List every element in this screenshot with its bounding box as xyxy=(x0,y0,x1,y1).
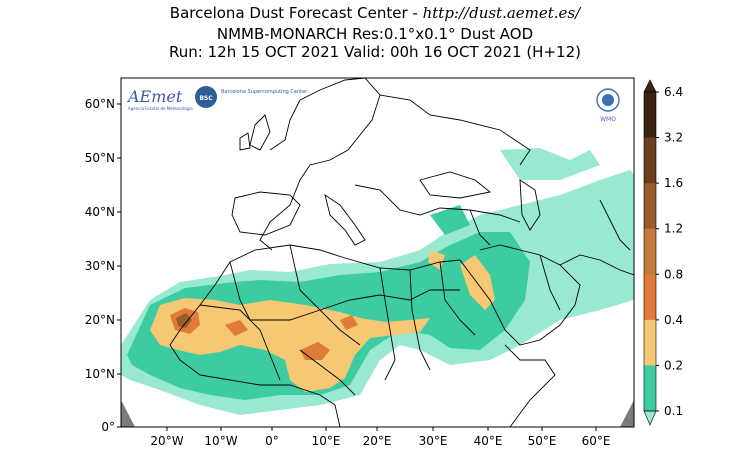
colorbar-segment xyxy=(644,228,656,275)
colorbar-segment xyxy=(644,274,656,321)
bsc-logo: BSC Barcelona Supercomputing Center xyxy=(195,86,308,108)
lon-label: 20°W xyxy=(150,434,183,448)
colorbar-segment xyxy=(644,183,656,230)
colorbar-label: 0.8 xyxy=(664,267,683,281)
wmo-logo: WMO xyxy=(596,88,620,123)
title-line-3: Run: 12h 15 OCT 2021 Valid: 00h 16 OCT 2… xyxy=(169,43,581,61)
colorbar-max-arrow xyxy=(643,79,657,93)
colorbar-segment xyxy=(644,137,656,184)
colorbar-label: 3.2 xyxy=(664,131,683,145)
title-line-1: Barcelona Dust Forecast Center - http://… xyxy=(0,3,750,23)
aemet-logo: AEmet Agencia Estatal de Meteorología xyxy=(126,87,193,111)
lat-label: 50°N xyxy=(85,151,115,165)
title-url[interactable]: http://dust.aemet.es/ xyxy=(422,4,581,22)
lon-label: 0° xyxy=(265,434,279,448)
aemet-logo-text: AEmet xyxy=(126,87,183,106)
lon-label: 40°E xyxy=(474,434,503,448)
longitude-labels: 20°W 10°W 0° 10°E 20°E 30°E 40°E 50°E 60°E xyxy=(150,427,610,448)
lat-label: 60°N xyxy=(85,97,115,111)
colorbar-label: 0.1 xyxy=(664,404,683,418)
latitude-labels: 60°N 50°N 40°N 30°N 20°N 10°N 0° xyxy=(85,97,121,434)
lon-label: 20°E xyxy=(363,434,392,448)
coastlines xyxy=(169,78,634,427)
map-area: AEmet Agencia Estatal de Meteorología BS… xyxy=(121,78,634,427)
title-line-2: NMMB-MONARCH Res:0.1°x0.1° Dust AOD xyxy=(216,25,534,43)
aemet-logo-sub: Agencia Estatal de Meteorología xyxy=(128,106,193,111)
colorbar-min-arrow xyxy=(643,410,657,426)
lat-label: 10°N xyxy=(85,367,115,381)
bsc-logo-mark: BSC xyxy=(199,95,213,102)
colorbar-label: 0.4 xyxy=(664,313,683,327)
title-text: Barcelona Dust Forecast Center - xyxy=(169,4,423,22)
dust-core xyxy=(176,313,192,328)
colorbar-segment xyxy=(644,319,656,366)
colorbar-label: 6.4 xyxy=(664,85,683,99)
lat-label: 0° xyxy=(101,420,115,434)
colorbar-label: 1.2 xyxy=(664,222,683,236)
colorbar-segment xyxy=(644,365,656,412)
lon-label: 30°E xyxy=(419,434,448,448)
colorbar-frame xyxy=(643,91,657,412)
colorbar-segment xyxy=(644,92,656,139)
colorbar-label: 1.6 xyxy=(664,176,683,190)
bsc-logo-text: Barcelona Supercomputing Center xyxy=(221,89,308,95)
lon-label: 50°E xyxy=(528,434,557,448)
colorbar: 6.4 3.2 1.6 1.2 0.8 0.4 0.2 0.1 xyxy=(643,79,683,426)
lat-label: 30°N xyxy=(85,259,115,273)
lat-label: 40°N xyxy=(85,205,115,219)
colorbar-label: 0.2 xyxy=(664,358,683,372)
lon-label: 60°E xyxy=(582,434,611,448)
lon-label: 10°E xyxy=(312,434,341,448)
wmo-logo-text: WMO xyxy=(600,116,616,123)
lat-label: 20°N xyxy=(85,313,115,327)
lon-label: 10°W xyxy=(204,434,237,448)
